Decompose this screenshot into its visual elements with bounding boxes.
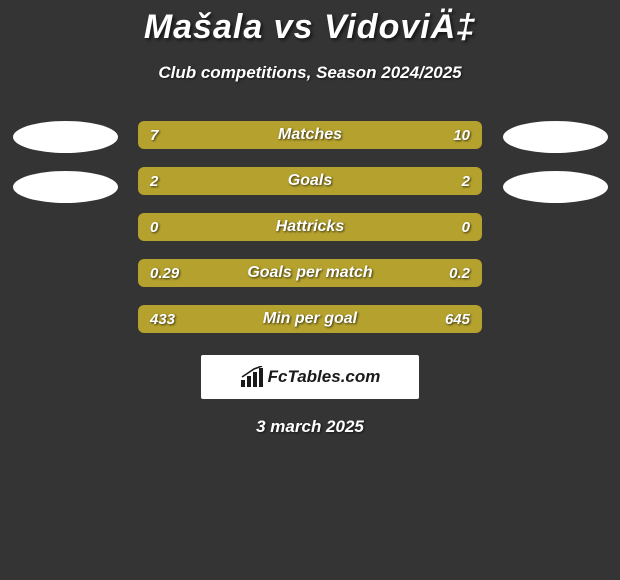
stat-row: 00Hattricks bbox=[138, 213, 482, 241]
brand-text: FcTables.com bbox=[268, 367, 381, 387]
right-player-col bbox=[500, 121, 610, 203]
date: 3 march 2025 bbox=[256, 417, 364, 437]
chart-icon bbox=[240, 366, 264, 388]
title: Mašala vs VidoviÄ‡ bbox=[144, 8, 476, 47]
left-player-avatar bbox=[13, 121, 118, 153]
stat-row: 433645Min per goal bbox=[138, 305, 482, 333]
right-player-avatar bbox=[503, 121, 608, 153]
brand-badge[interactable]: FcTables.com bbox=[201, 355, 419, 399]
stat-label: Goals bbox=[138, 167, 482, 195]
stat-row: 710Matches bbox=[138, 121, 482, 149]
right-player-avatar-2 bbox=[503, 171, 608, 203]
stat-bars: 710Matches 22Goals 00Hattricks 0.290.2Goals… bbox=[138, 121, 482, 333]
comparison-card: Mašala vs VidoviÄ‡ Club competitions, Se… bbox=[0, 0, 620, 437]
stat-row: 22Goals bbox=[138, 167, 482, 195]
stat-row: 0.290.2Goals per match bbox=[138, 259, 482, 287]
subtitle: Club competitions, Season 2024/2025 bbox=[158, 63, 461, 83]
stat-label: Hattricks bbox=[138, 213, 482, 241]
stat-label: Goals per match bbox=[138, 259, 482, 287]
stat-label: Matches bbox=[138, 121, 482, 149]
left-player-col bbox=[10, 121, 120, 203]
stat-label: Min per goal bbox=[138, 305, 482, 333]
left-player-avatar-2 bbox=[13, 171, 118, 203]
stats-area: 710Matches 22Goals 00Hattricks 0.290.2Goals… bbox=[0, 121, 620, 333]
